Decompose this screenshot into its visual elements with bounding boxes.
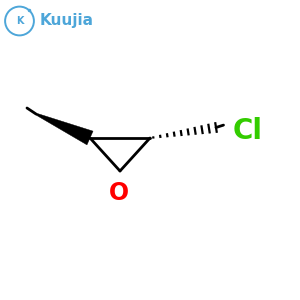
Polygon shape [36, 113, 93, 145]
Text: Cl: Cl [232, 116, 262, 145]
Text: K: K [16, 16, 23, 26]
Text: O: O [108, 182, 129, 206]
Text: Kuujia: Kuujia [40, 14, 94, 28]
